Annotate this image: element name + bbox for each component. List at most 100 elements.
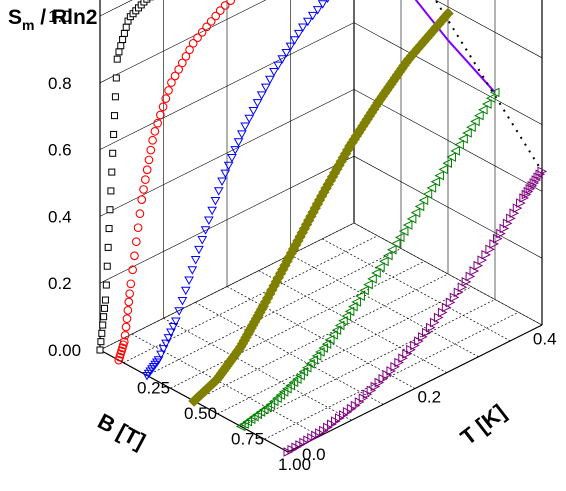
z-tick-label: 0.2 xyxy=(417,387,441,406)
series-2-marker xyxy=(203,216,214,226)
series-4-marker xyxy=(470,116,480,127)
series-2-marker xyxy=(210,197,221,206)
series-4-marker xyxy=(434,170,445,181)
series-2-marker xyxy=(236,130,247,139)
series-2-marker xyxy=(184,276,194,286)
series-2-marker xyxy=(307,11,318,21)
series-1-marker xyxy=(164,86,173,95)
series-0-marker xyxy=(103,262,111,270)
series-0-marker xyxy=(107,187,115,195)
series-4-marker xyxy=(422,189,433,199)
series-0-marker xyxy=(115,48,123,56)
y-tick-label: 0.6 xyxy=(48,141,72,160)
series-1-marker xyxy=(141,175,150,184)
series-2-marker xyxy=(187,266,198,275)
series-1-marker xyxy=(135,209,145,219)
series-0-marker xyxy=(104,243,112,251)
series-1-marker xyxy=(156,110,165,120)
series-1-marker xyxy=(181,52,191,61)
x-tick-label: 0.75 xyxy=(231,430,264,449)
series-5-marker xyxy=(509,208,520,219)
series-2-marker xyxy=(260,83,271,93)
series-1-marker xyxy=(226,0,235,5)
series-0-marker xyxy=(100,313,108,321)
series-1-marker xyxy=(211,11,221,21)
series-2-marker xyxy=(233,138,244,147)
series-0-marker xyxy=(120,29,128,37)
series-5-marker xyxy=(535,169,546,180)
series-5-marker xyxy=(516,198,526,208)
series-2-marker xyxy=(161,339,171,349)
floor-gridline xyxy=(193,273,449,402)
series-2-marker xyxy=(217,177,227,187)
series-4-marker xyxy=(331,325,342,336)
series-2-marker xyxy=(289,36,300,45)
series-1-marker xyxy=(177,58,187,68)
series-2-marker xyxy=(190,256,201,265)
series-4-marker xyxy=(324,334,335,345)
series-0-marker xyxy=(97,338,105,346)
axis-frame-line xyxy=(287,324,543,453)
series-1-marker xyxy=(148,135,157,145)
series-2-marker xyxy=(171,317,181,326)
series-2-marker xyxy=(317,0,328,9)
series-4-marker xyxy=(489,87,500,98)
y-tick-label: 0.8 xyxy=(48,74,72,93)
series-4-marker xyxy=(275,390,286,400)
y-tick-label: 1.0 xyxy=(48,7,72,26)
series-0-marker xyxy=(117,42,125,50)
z-tick-label: 0.0 xyxy=(302,445,326,464)
series-2-marker xyxy=(244,114,255,124)
series-0-marker xyxy=(106,206,114,214)
series-4-marker xyxy=(301,362,312,373)
series-4-marker xyxy=(265,399,276,410)
series-4-marker xyxy=(359,285,369,296)
floor-gridline xyxy=(195,302,384,405)
series-4-marker xyxy=(454,139,464,150)
series-4-marker xyxy=(298,366,309,377)
series-1-marker xyxy=(133,223,143,233)
floor-gridline xyxy=(123,235,378,364)
series-4-marker xyxy=(442,158,452,169)
series-4-marker xyxy=(375,262,385,273)
y-tick-label: 0.00 xyxy=(48,341,81,360)
series-4-marker xyxy=(466,122,476,133)
series-4-marker xyxy=(478,105,488,115)
series-1-marker xyxy=(121,322,131,332)
series-4-marker xyxy=(318,343,328,353)
series-1-marker xyxy=(161,94,171,103)
series-4-marker xyxy=(383,250,393,261)
series-1-marker xyxy=(120,330,130,340)
series-2-marker xyxy=(223,161,234,171)
series-4-marker xyxy=(305,358,315,369)
series-1-marker xyxy=(126,279,136,289)
series-2-marker xyxy=(240,122,250,132)
series-5-marker xyxy=(492,233,503,244)
series-2-marker xyxy=(200,226,211,235)
z-tick-label: 0.4 xyxy=(533,330,557,349)
series-4-marker xyxy=(282,383,292,394)
series-4-marker xyxy=(390,238,401,249)
series-2-marker xyxy=(293,29,304,39)
series-4-marker xyxy=(485,93,496,104)
series-2-marker xyxy=(230,146,241,155)
y-tick-label: 0.4 xyxy=(48,207,72,226)
series-4-marker xyxy=(334,320,345,331)
series-4-marker xyxy=(288,377,299,388)
series-0-marker xyxy=(110,130,118,138)
series-2-marker xyxy=(194,245,204,255)
series-2-marker xyxy=(207,206,218,216)
series-2-marker xyxy=(174,307,185,316)
series-1-marker xyxy=(185,45,194,55)
series-1-marker xyxy=(130,251,139,261)
series-1-marker xyxy=(158,102,168,112)
series-1-marker xyxy=(215,6,225,15)
series-1-marker xyxy=(220,1,230,10)
series-1-marker xyxy=(167,78,176,87)
series-4-marker xyxy=(450,146,460,156)
series-2-marker xyxy=(256,91,267,100)
series-1-marker xyxy=(128,265,138,275)
chart-marks xyxy=(96,0,548,457)
series-4-marker xyxy=(295,370,305,381)
series-1-marker xyxy=(150,126,160,136)
